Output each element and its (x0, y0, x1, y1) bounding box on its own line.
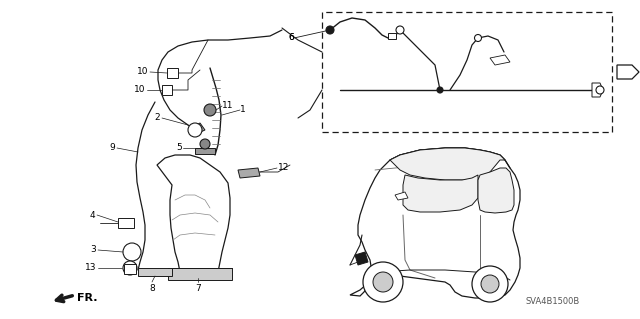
Text: FR.: FR. (77, 293, 97, 303)
Text: 11: 11 (222, 101, 234, 110)
Circle shape (481, 275, 499, 293)
Polygon shape (157, 155, 230, 278)
Text: 13: 13 (84, 263, 96, 272)
Polygon shape (490, 55, 510, 65)
Text: 4: 4 (90, 211, 95, 219)
Text: SVA4B1500B: SVA4B1500B (525, 297, 580, 306)
Text: 3: 3 (90, 246, 96, 255)
Text: 9: 9 (109, 144, 115, 152)
Circle shape (373, 272, 393, 292)
Polygon shape (195, 148, 215, 154)
Text: 8: 8 (149, 284, 155, 293)
Text: 10: 10 (136, 68, 148, 77)
Text: 6: 6 (288, 33, 294, 42)
Text: 12: 12 (278, 164, 289, 173)
Circle shape (200, 139, 210, 149)
Text: 7: 7 (195, 284, 201, 293)
Circle shape (596, 86, 604, 94)
Polygon shape (403, 175, 478, 212)
Bar (322, 12, 612, 132)
Polygon shape (388, 33, 396, 39)
Text: 6: 6 (288, 33, 294, 42)
Circle shape (363, 262, 403, 302)
Circle shape (474, 34, 481, 41)
Circle shape (123, 261, 137, 275)
Polygon shape (592, 83, 603, 97)
Circle shape (396, 26, 404, 34)
Polygon shape (190, 123, 205, 134)
Polygon shape (118, 218, 134, 228)
Polygon shape (478, 168, 514, 213)
Circle shape (204, 104, 216, 116)
Polygon shape (138, 268, 172, 276)
Circle shape (437, 87, 443, 93)
Circle shape (188, 123, 202, 137)
Circle shape (123, 243, 141, 261)
Text: 2: 2 (154, 114, 160, 122)
Polygon shape (355, 252, 368, 265)
Polygon shape (168, 268, 232, 280)
Polygon shape (617, 65, 639, 79)
Polygon shape (124, 264, 136, 274)
Circle shape (326, 26, 334, 34)
Text: 10: 10 (134, 85, 145, 94)
Text: 1: 1 (240, 106, 246, 115)
Polygon shape (395, 192, 408, 200)
Polygon shape (167, 68, 178, 78)
Text: 5: 5 (176, 144, 182, 152)
Polygon shape (238, 168, 260, 178)
Circle shape (472, 266, 508, 302)
Polygon shape (390, 148, 505, 180)
Polygon shape (350, 148, 520, 298)
Polygon shape (162, 85, 172, 95)
